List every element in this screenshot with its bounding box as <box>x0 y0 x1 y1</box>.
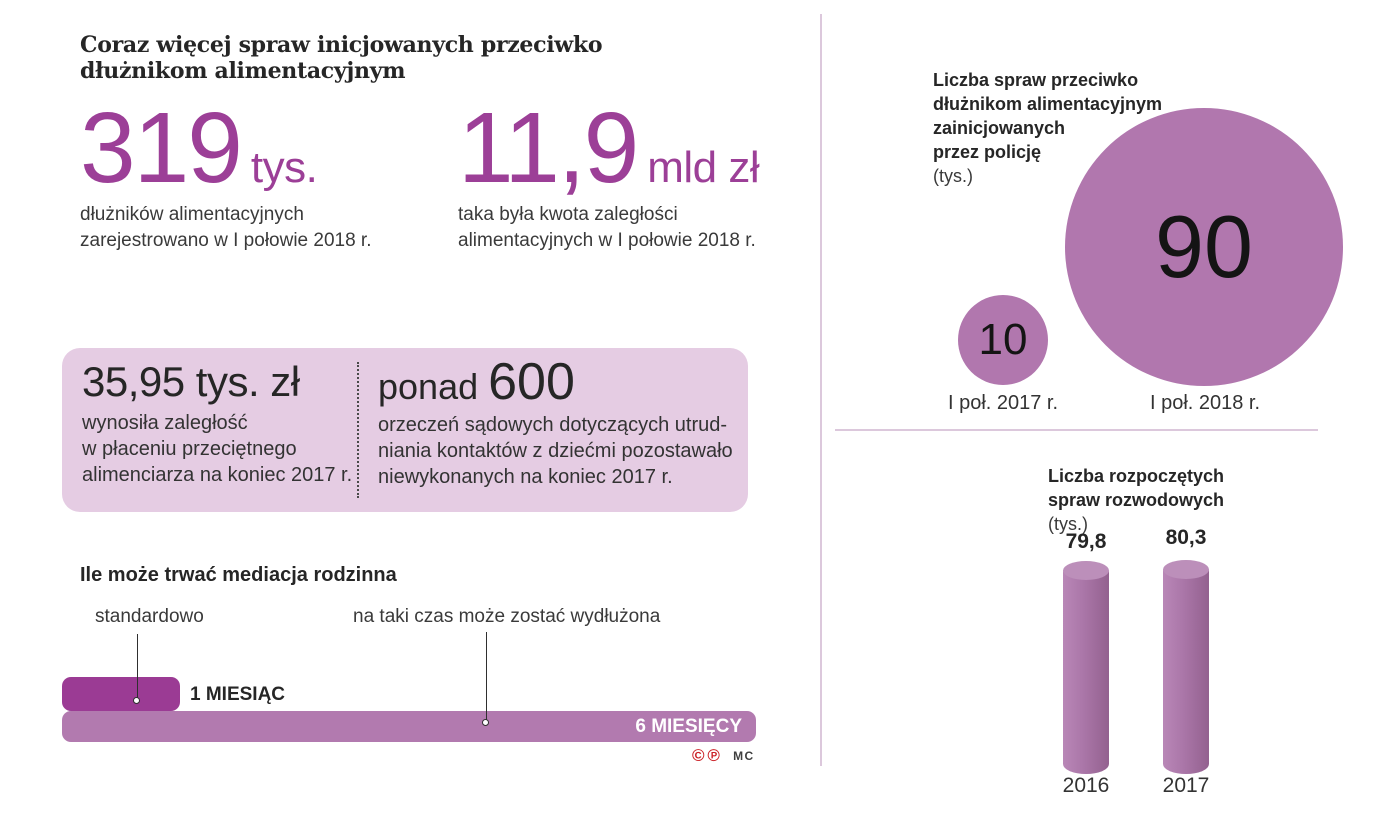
highlight-right-value: 600 <box>488 353 575 411</box>
cylinder-top-ellipse <box>1163 560 1209 579</box>
dotted-divider <box>357 362 359 498</box>
stat-arrears-number-row: 11,9 mld zł <box>458 92 760 204</box>
highlight-left: 35,95 tys. zł wynosiła zaległość w płace… <box>82 358 382 488</box>
mediation-bar-1-month-label: 1 MIESIĄC <box>190 684 286 705</box>
bubble-2017-value: 10 <box>978 315 1028 364</box>
bubble-2017: 10 <box>958 295 1048 385</box>
mediation-bar-6-months: 6 MIESIĘCY <box>62 711 756 742</box>
horizontal-divider <box>835 429 1318 431</box>
stat-arrears-value: 11,9 <box>458 92 639 204</box>
stat-arrears: 11,9 mld zł taka była kwota zaległości a… <box>458 92 760 254</box>
divorce-chart-unit: (tys.) <box>1048 514 1088 534</box>
copyright-icon: © <box>692 746 705 765</box>
footer-credit: © ℗ MC <box>692 746 755 766</box>
police-chart-title-text: Liczba spraw przeciwko dłużnikom aliment… <box>933 70 1163 162</box>
divorce-bar-2017 <box>1163 560 1209 774</box>
mediation-extended-label: na taki czas może zostać wydłużona <box>353 606 661 627</box>
divorce-bar-2016-value: 79,8 <box>1065 530 1107 553</box>
stat-arrears-unit: mld zł <box>647 143 760 192</box>
leader-line-extended <box>486 632 487 720</box>
stat-debtors-value: 319 <box>80 92 243 204</box>
cylinder-top-ellipse <box>1063 561 1109 580</box>
highlight-right-prefix: ponad <box>378 366 479 407</box>
stat-debtors: 319 tys. dłużników alimentacyjnych zarej… <box>80 92 372 254</box>
police-chart-title: Liczba spraw przeciwko dłużnikom aliment… <box>933 44 1162 212</box>
author-initials: MC <box>733 749 755 763</box>
stat-debtors-unit: tys. <box>250 143 318 192</box>
stat-debtors-description: dłużników alimentacyjnych zarejestrowano… <box>80 204 372 251</box>
police-chart-unit: (tys.) <box>933 166 973 186</box>
highlight-right-number-row: ponad 600 <box>378 353 744 411</box>
divorce-chart-title-text: Liczba rozpoczętych spraw rozwodowych <box>1048 466 1225 510</box>
phonogram-icon: ℗ <box>707 746 721 765</box>
divorce-bar-2017-value: 80,3 <box>1165 526 1207 549</box>
bubble-2018-label: I poł. 2018 r. <box>1149 392 1261 414</box>
leader-dot-icon <box>133 697 140 704</box>
divorce-chart-title: Liczba rozpoczętych spraw rozwodowych (t… <box>1048 440 1224 560</box>
bubble-2017-label: I poł. 2017 r. <box>947 392 1059 414</box>
divorce-bar-2016-label: 2016 <box>1062 774 1110 797</box>
stat-debtors-number-row: 319 tys. <box>80 92 372 204</box>
highlight-right-description: orzeczeń sądowych dotyczących utrud- nia… <box>378 414 733 488</box>
stat-arrears-description: taka była kwota zaległości alimentacyjny… <box>458 204 756 251</box>
leader-line-standard <box>137 634 138 698</box>
bubble-2018-value: 90 <box>1155 197 1253 296</box>
highlight-left-description: wynosiła zaległość w płaceniu przeciętne… <box>82 412 353 487</box>
divorce-bar-2016 <box>1063 561 1109 774</box>
mediation-bar-6-months-label: 6 MIESIĘCY <box>635 715 742 737</box>
highlight-right: ponad 600 orzeczeń sądowych dotyczących … <box>378 353 744 490</box>
bubble-2018: 90 <box>1065 108 1343 386</box>
main-headline: Coraz więcej spraw inicjowanych przeciwk… <box>80 32 603 84</box>
divorce-bar-2017-label: 2017 <box>1162 774 1210 797</box>
highlight-left-value: 35,95 tys. zł <box>82 358 300 405</box>
vertical-divider <box>820 14 822 766</box>
mediation-standard-label: standardowo <box>95 606 204 627</box>
highlight-box: 35,95 tys. zł wynosiła zaległość w płace… <box>62 348 748 512</box>
mediation-bar-1-month <box>62 677 180 711</box>
mediation-title: Ile może trwać mediacja rodzinna <box>80 564 397 586</box>
leader-dot-icon <box>482 719 489 726</box>
